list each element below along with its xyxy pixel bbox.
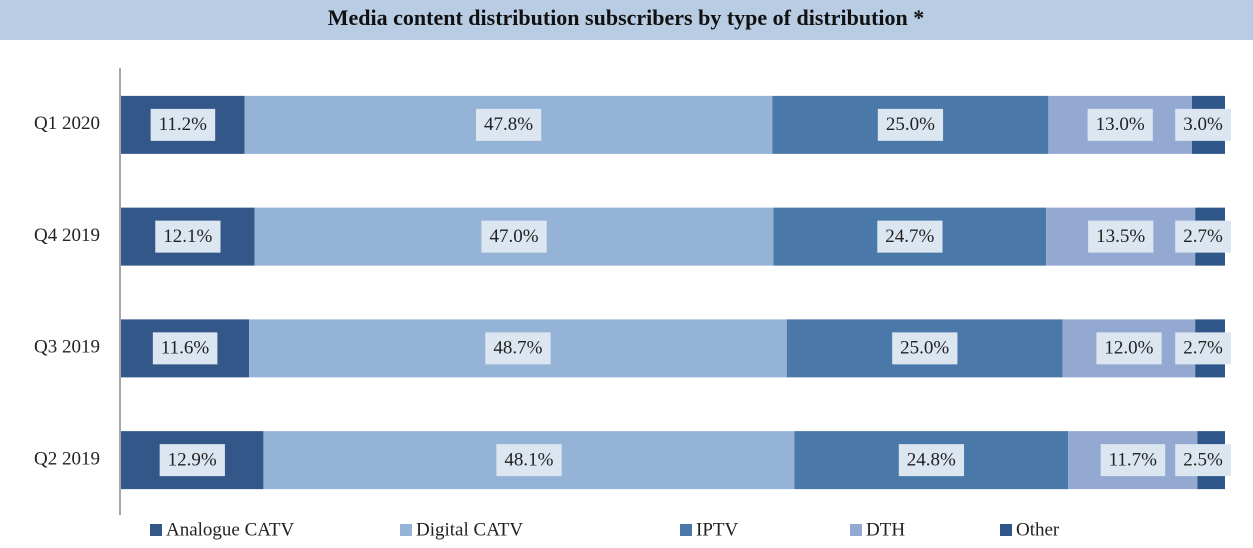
legend-label: Digital CATV — [416, 519, 523, 540]
data-label: 3.0% — [1183, 114, 1223, 135]
legend-swatch — [850, 524, 862, 536]
data-label: 13.0% — [1096, 114, 1145, 135]
y-tick-label: Q2 2019 — [34, 448, 100, 469]
legend-label: Other — [1016, 519, 1060, 540]
data-label-bg — [1096, 332, 1162, 365]
data-label-bg — [496, 444, 562, 477]
data-label-bg — [150, 108, 216, 141]
data-label-bg — [877, 220, 943, 253]
data-label: 11.2% — [159, 114, 208, 135]
data-label-bg — [1175, 108, 1231, 141]
data-label: 24.8% — [907, 449, 956, 470]
data-label: 25.0% — [900, 338, 949, 359]
data-label: 12.1% — [163, 226, 212, 247]
legend-label: DTH — [866, 519, 905, 540]
data-label: 11.7% — [1109, 449, 1158, 470]
legend-swatch — [150, 524, 162, 536]
legend-swatch — [1000, 524, 1012, 536]
y-tick-label: Q4 2019 — [34, 225, 100, 246]
data-label-bg — [1175, 332, 1231, 365]
data-label: 48.1% — [504, 449, 553, 470]
data-label-bg — [152, 332, 218, 365]
data-label-bg — [1088, 220, 1154, 253]
data-label: 25.0% — [886, 114, 935, 135]
data-label-bg — [898, 444, 965, 477]
data-label-bg — [481, 220, 547, 253]
y-tick-label: Q1 2020 — [34, 113, 100, 134]
legend-swatch — [400, 524, 412, 536]
data-label-bg — [1100, 444, 1166, 477]
data-label: 11.6% — [161, 338, 210, 359]
data-label: 48.7% — [493, 338, 542, 359]
data-label-bg — [1175, 444, 1231, 477]
legend-label: IPTV — [696, 519, 739, 540]
data-label: 47.8% — [484, 114, 533, 135]
data-label-bg — [892, 332, 958, 365]
data-label: 12.0% — [1104, 338, 1153, 359]
legend-swatch — [680, 524, 692, 536]
data-label-bg — [159, 444, 225, 477]
data-label-bg — [877, 108, 944, 141]
title-band — [0, 0, 1253, 40]
data-label-bg — [485, 332, 551, 365]
data-label-bg — [475, 108, 542, 141]
chart-title: Media content distribution subscribers b… — [328, 5, 925, 30]
y-tick-label: Q3 2019 — [34, 337, 100, 358]
data-label-bg — [1175, 220, 1231, 253]
data-label-bg — [155, 220, 221, 253]
data-label: 13.5% — [1096, 226, 1145, 247]
data-label: 2.7% — [1183, 338, 1223, 359]
data-label: 12.9% — [168, 449, 217, 470]
legend-label: Analogue CATV — [166, 519, 295, 540]
data-label: 2.7% — [1183, 226, 1223, 247]
data-label: 2.5% — [1183, 449, 1223, 470]
data-label: 24.7% — [885, 226, 934, 247]
data-label-bg — [1087, 108, 1153, 141]
data-label: 47.0% — [489, 226, 538, 247]
